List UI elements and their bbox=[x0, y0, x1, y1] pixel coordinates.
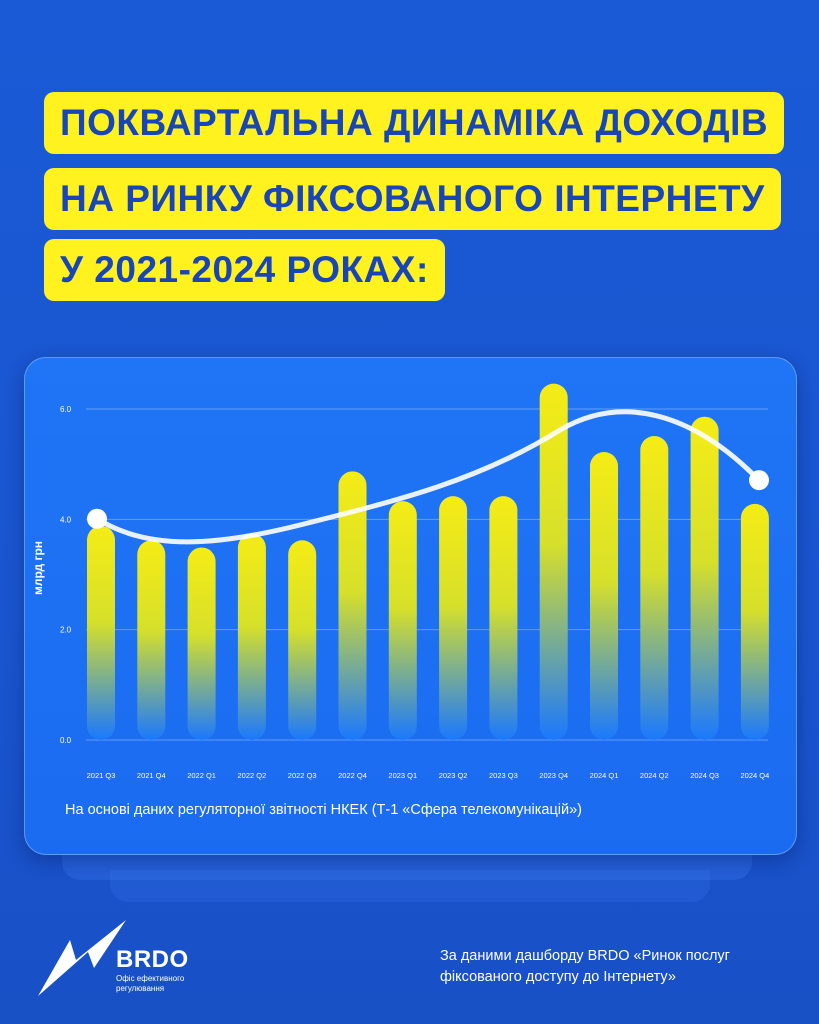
bar-2023-q3 bbox=[489, 496, 518, 740]
y-tick-label: 2.0 bbox=[60, 626, 72, 635]
y-tick-label: 4.0 bbox=[60, 515, 72, 524]
x-tick-label: 2022 Q3 bbox=[288, 771, 317, 780]
bar-2024-q4 bbox=[740, 503, 769, 740]
x-tick-label: 2024 Q1 bbox=[590, 771, 619, 780]
bar-2024-q3 bbox=[690, 416, 719, 740]
title-line-1: ПОКВАРТАЛЬНА ДИНАМІКА ДОХОДІВ bbox=[44, 92, 785, 154]
bar-2022-q2 bbox=[237, 533, 266, 740]
bar-2023-q4 bbox=[539, 383, 568, 740]
bar-2021-q4 bbox=[137, 540, 166, 740]
trend-start-point bbox=[87, 508, 107, 529]
y-tick-label: 0.0 bbox=[60, 736, 72, 745]
x-tick-label: 2022 Q2 bbox=[238, 771, 267, 780]
bar-2024-q1 bbox=[590, 452, 618, 740]
x-tick-label: 2023 Q3 bbox=[489, 771, 518, 780]
bar-2021-q3 bbox=[87, 525, 115, 740]
logo-subtitle: Офіс ефективного регулювання bbox=[116, 974, 185, 993]
bar-2022-q3 bbox=[288, 540, 317, 740]
data-source-note: На основі даних регуляторної звітності Н… bbox=[65, 802, 583, 818]
x-tick-label: 2024 Q4 bbox=[741, 771, 770, 780]
x-tick-label: 2021 Q3 bbox=[87, 771, 116, 780]
y-tick-label: 6.0 bbox=[60, 405, 72, 414]
x-tick-label: 2022 Q1 bbox=[187, 771, 216, 780]
card-shadow-layer-2 bbox=[110, 870, 710, 902]
x-tick-label: 2023 Q2 bbox=[439, 771, 468, 780]
bar-2023-q1 bbox=[388, 501, 417, 740]
x-tick-label: 2023 Q4 bbox=[539, 771, 568, 780]
logo-brand-text: BRDO bbox=[116, 946, 189, 973]
y-axis-label: млрд грн bbox=[31, 541, 45, 595]
x-tick-label: 2024 Q3 bbox=[690, 771, 719, 780]
x-tick-label: 2023 Q1 bbox=[388, 771, 417, 780]
bar-2024-q2 bbox=[640, 436, 669, 740]
trend-end-point bbox=[749, 470, 769, 491]
bar-2023-q2 bbox=[439, 496, 468, 740]
brdo-logo-icon bbox=[38, 920, 126, 996]
x-tick-label: 2022 Q4 bbox=[338, 771, 367, 780]
bar-2022-q1 bbox=[187, 547, 216, 740]
bar-2022-q4 bbox=[338, 471, 367, 740]
title-line-3: У 2021-2024 РОКАХ: bbox=[44, 239, 445, 301]
x-tick-label: 2021 Q4 bbox=[137, 771, 166, 780]
title-line-2: НА РИНКУ ФІКСОВАНОГО ІНТЕРНЕТУ bbox=[44, 168, 781, 230]
trend-line bbox=[94, 409, 762, 545]
footer-source: За даними дашборду BRDO «Ринок послуг фі… bbox=[440, 948, 730, 985]
x-tick-label: 2024 Q2 bbox=[640, 771, 669, 780]
